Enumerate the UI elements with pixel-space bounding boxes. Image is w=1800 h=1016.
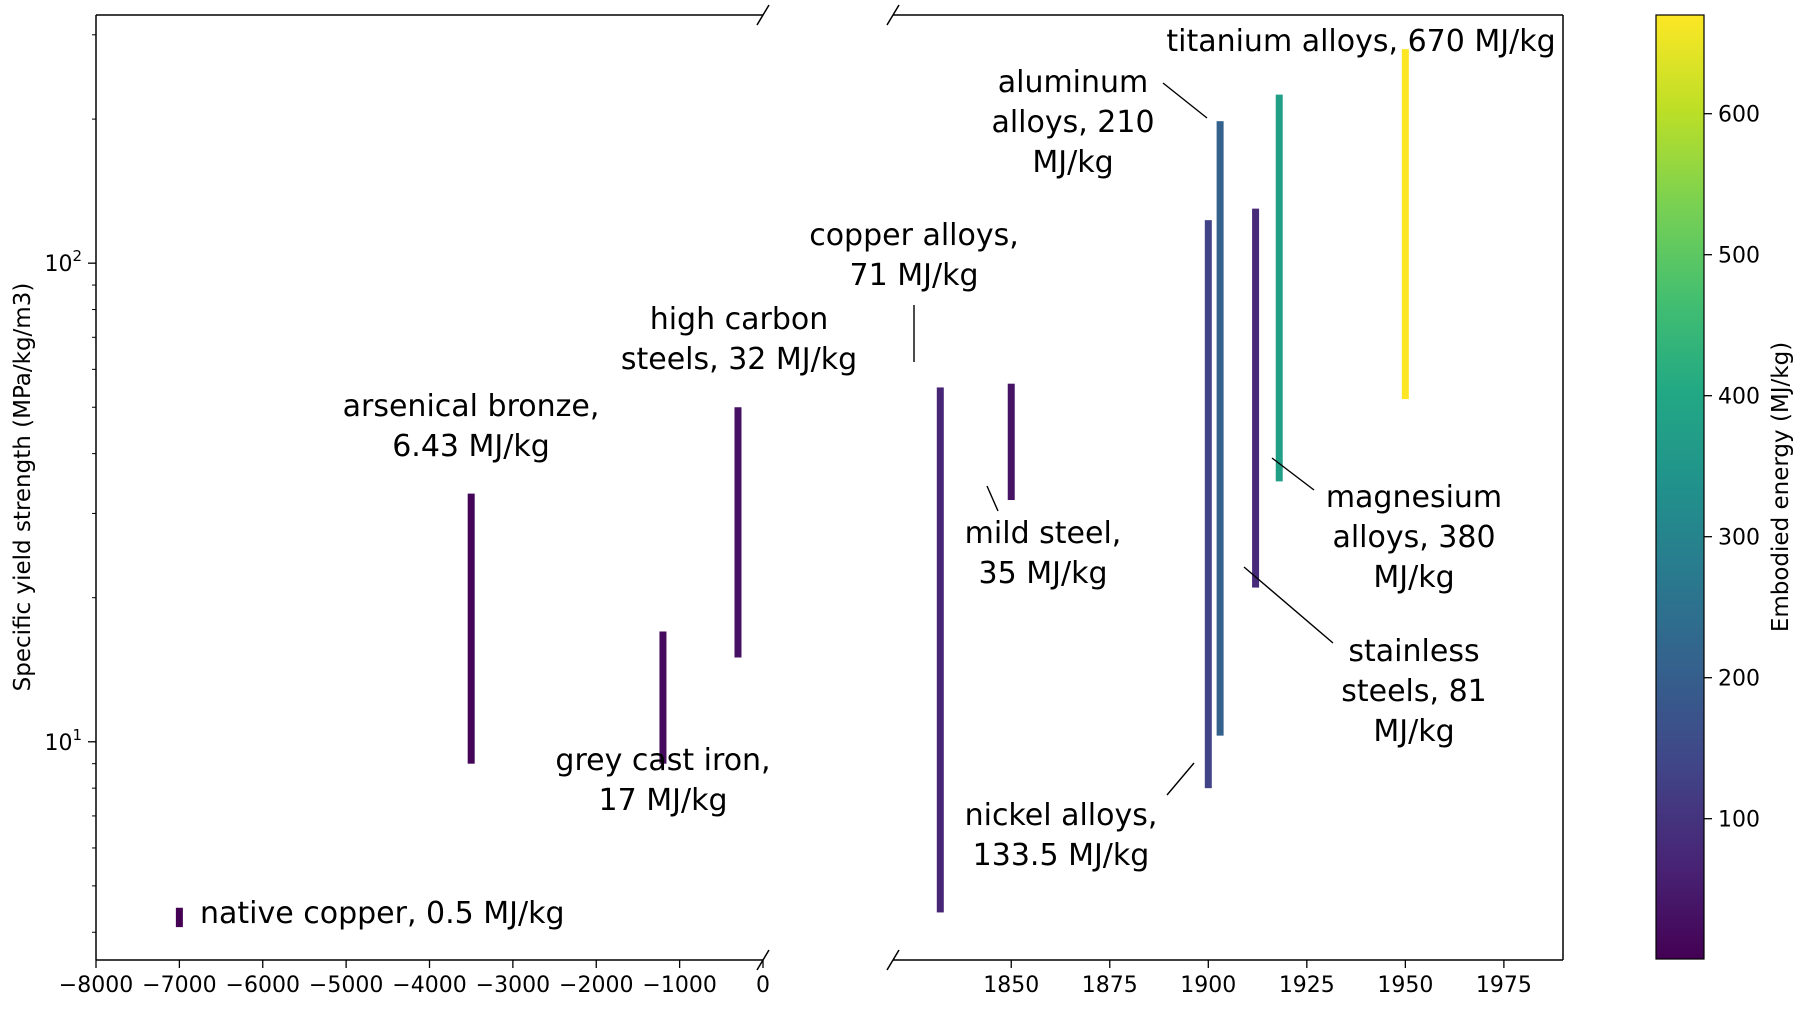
y-axis-ticks: 101 102 bbox=[44, 34, 96, 933]
x-axis-right-ticks: 1850 1875 1900 1925 1950 1975 bbox=[983, 960, 1532, 998]
x-tick-label: −2000 bbox=[559, 973, 633, 998]
annotation-label: mild steel, 35 MJ/kg bbox=[965, 516, 1122, 591]
range-bar bbox=[659, 631, 667, 764]
x-tick-label: 0 bbox=[756, 973, 770, 998]
x-tick-label: 1850 bbox=[983, 973, 1039, 998]
colorbar-tick-label: 200 bbox=[1718, 667, 1760, 692]
colorbar-tick-label: 300 bbox=[1718, 526, 1760, 551]
axis-break-mark-top-left bbox=[756, 4, 770, 26]
leader-line bbox=[1243, 566, 1334, 644]
x-tick-label: 1925 bbox=[1279, 973, 1335, 998]
annotation-label: grey cast iron, 17 MJ/kg bbox=[555, 743, 770, 818]
annotation-label: arsenical bronze, 6.43 MJ/kg bbox=[343, 389, 600, 464]
y-tick-label: 101 bbox=[44, 726, 82, 756]
leader-line bbox=[1162, 82, 1208, 119]
axis-break-mark-top-right bbox=[886, 4, 900, 26]
x-tick-label: 1950 bbox=[1377, 973, 1433, 998]
colorbar-tick-label: 500 bbox=[1718, 244, 1760, 269]
x-axis-left-ticks: −8000 −7000 −6000 −5000 −4000 −3000 −2000 −1000… bbox=[59, 960, 770, 998]
annotation-label: copper alloys, 71 MJ/kg bbox=[809, 218, 1019, 293]
axis-break-mark-bottom-right bbox=[886, 949, 900, 971]
range-bars bbox=[175, 49, 1409, 928]
x-tick-label: −7000 bbox=[142, 973, 216, 998]
x-tick-label: 1900 bbox=[1180, 973, 1236, 998]
annotation-leader-lines bbox=[913, 82, 1334, 796]
annotation-label: stainless steels, 81 MJ/kg bbox=[1341, 634, 1487, 749]
leader-line bbox=[1271, 457, 1315, 491]
annotation-label: magnesium alloys, 380 MJ/kg bbox=[1326, 480, 1502, 595]
range-bar bbox=[1216, 121, 1224, 736]
colorbar bbox=[1655, 14, 1705, 960]
range-bar bbox=[734, 407, 742, 658]
range-bar bbox=[1007, 383, 1015, 501]
x-tick-label: −8000 bbox=[59, 973, 133, 998]
colorbar-tick-label: 100 bbox=[1718, 808, 1760, 833]
x-tick-label: 1875 bbox=[1082, 973, 1138, 998]
x-tick-label: 1975 bbox=[1476, 973, 1532, 998]
range-bar bbox=[175, 907, 183, 928]
range-bar bbox=[1204, 220, 1212, 789]
x-tick-label: −3000 bbox=[476, 973, 550, 998]
x-tick-label: −5000 bbox=[309, 973, 383, 998]
x-tick-label: −6000 bbox=[226, 973, 300, 998]
leader-line bbox=[986, 485, 999, 512]
annotation-label: aluminum alloys, 210 MJ/kg bbox=[991, 65, 1154, 180]
x-tick-label: −4000 bbox=[392, 973, 466, 998]
colorbar-tick-label: 600 bbox=[1718, 103, 1760, 128]
annotations: native copper, 0.5 MJ/kg arsenical bronze… bbox=[200, 24, 1556, 931]
range-bar bbox=[1401, 49, 1409, 400]
annotation-label: high carbon steels, 32 MJ/kg bbox=[621, 302, 857, 377]
y-axis-label: Specific yield strength (MPa/kg/m3) bbox=[10, 283, 36, 692]
colorbar-tick-label: 400 bbox=[1718, 385, 1760, 410]
leader-line bbox=[1166, 762, 1195, 796]
annotation-label: nickel alloys, 133.5 MJ/kg bbox=[965, 798, 1158, 873]
x-tick-label: −1000 bbox=[642, 973, 716, 998]
range-bar bbox=[936, 387, 944, 913]
y-tick-label: 102 bbox=[44, 247, 82, 277]
annotation-label: native copper, 0.5 MJ/kg bbox=[200, 896, 565, 931]
range-bar bbox=[1252, 208, 1260, 588]
range-bar bbox=[1275, 94, 1283, 482]
annotation-label: titanium alloys, 670 MJ/kg bbox=[1166, 24, 1555, 59]
range-bar bbox=[467, 493, 475, 764]
colorbar-label: Embodied energy (MJ/kg) bbox=[1768, 342, 1794, 632]
colorbar-ticks: 100 200 300 400 500 600 bbox=[1704, 103, 1760, 833]
